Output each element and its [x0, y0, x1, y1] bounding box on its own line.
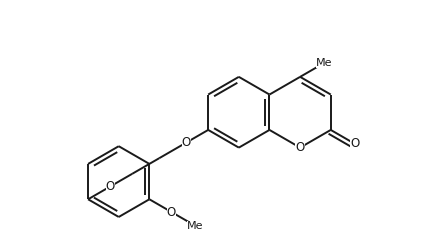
Text: O: O	[105, 180, 115, 193]
Text: O: O	[295, 141, 304, 154]
Text: Me: Me	[315, 58, 331, 68]
Text: O: O	[167, 205, 176, 219]
Text: Me: Me	[187, 221, 203, 231]
Text: O: O	[349, 137, 358, 150]
Text: O: O	[181, 136, 190, 149]
